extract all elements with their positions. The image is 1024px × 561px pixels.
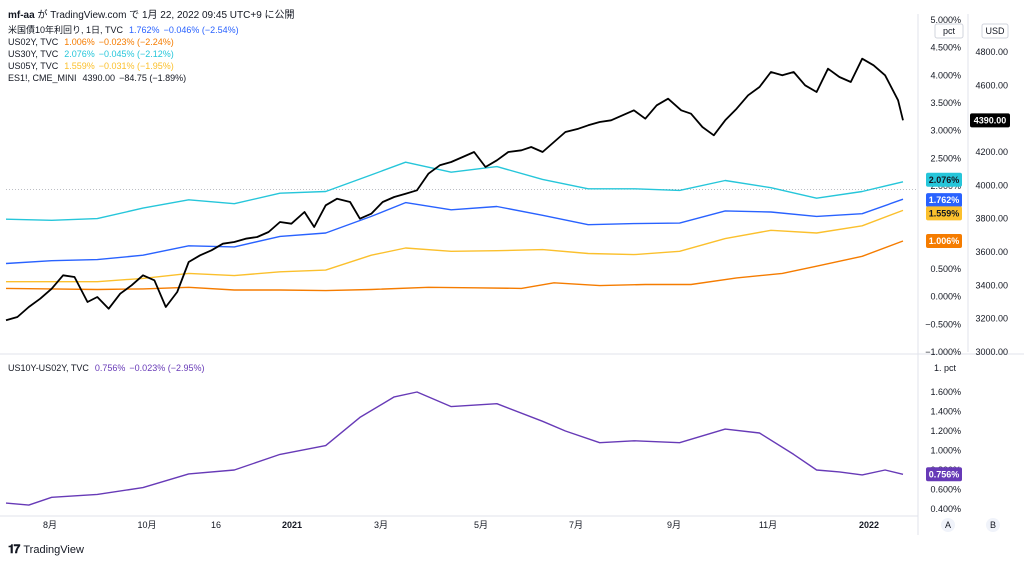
spread-tick-label: 0.400%: [930, 504, 961, 514]
time-tick-label: 2022: [859, 520, 879, 530]
legend-value: 1.762%: [129, 25, 160, 35]
us02y-price-tag: 1.006%: [929, 236, 960, 246]
legend-symbol: US05Y, TVC: [8, 61, 59, 71]
us05y-series-line: [6, 209, 904, 283]
legend-change: −0.031% (−1.95%): [98, 61, 174, 71]
legend-value: 2.076%: [64, 49, 95, 59]
legend-value: 1.006%: [64, 37, 95, 47]
us05y-price-tag: 1.559%: [929, 208, 960, 218]
us10y-price-tag-bg: [926, 193, 962, 208]
pct-unit-box: [934, 23, 964, 39]
footer-brand[interactable]: TradingView: [23, 543, 84, 556]
author-name[interactable]: mf-aa: [8, 10, 35, 21]
pct-tick-label: 5.000%: [930, 15, 961, 25]
us30y-price-tag: 2.076%: [929, 175, 960, 185]
legend-row[interactable]: US02Y, TVC 1.006% −0.023% (−2.24%): [8, 36, 174, 48]
pct-tick-label: 2.500%: [930, 153, 961, 163]
scale-button-label: A: [945, 520, 951, 530]
spread-tick-label: 1.600%: [930, 387, 961, 397]
legend-row[interactable]: US05Y, TVC 1.559% −0.031% (−1.95%): [8, 60, 174, 72]
spread-series-line: [5, 391, 904, 506]
us05y-price-tag-bg: [926, 206, 962, 221]
spread-tick-label: 1.000%: [930, 446, 961, 456]
publish-info: が TradingView.com で 1月 22, 2022 09:45 UT…: [37, 10, 295, 21]
es1-price-tag: 4390.00: [974, 115, 1007, 125]
pct-tick-label: 3.500%: [930, 98, 961, 108]
scale-button-b[interactable]: [986, 518, 1000, 532]
publish-header: mf-aa が TradingView.com で 1月 22, 2022 09…: [8, 6, 295, 21]
us30y-series-line: [5, 161, 904, 222]
spread-tick-label: 1.200%: [930, 426, 961, 436]
legend-change: −84.75 (−1.89%): [119, 73, 187, 83]
time-tick-label: 5月: [474, 520, 488, 530]
us10y-series-line: [5, 198, 904, 265]
legend-change: −0.023% (−2.24%): [98, 37, 174, 47]
time-tick-label: 7月: [569, 520, 583, 530]
tradingview-logo-icon[interactable]: 𝟏𝟕: [8, 542, 20, 556]
es1-series-line: [5, 57, 904, 322]
scale-button-a[interactable]: [941, 518, 955, 532]
pct-tick-label: 3.000%: [930, 126, 961, 136]
time-tick-label: 11月: [759, 520, 777, 530]
legend-row[interactable]: US10Y-US02Y, TVC 0.756% −0.023% (−2.95%): [8, 362, 204, 374]
usd-tick-label: 3400.00: [975, 280, 1008, 290]
spread-unit-label: 1. pct: [934, 363, 957, 373]
legend-value: 4390.00: [82, 73, 116, 83]
usd-tick-label: 3800.00: [975, 214, 1008, 224]
usd-tick-label: 3200.00: [975, 314, 1008, 324]
legend-symbol: ES1!, CME_MINI: [8, 73, 77, 83]
us02y-price-tag-bg: [926, 234, 962, 249]
legend-symbol: 米国債10年利回り, 1日, TVC: [8, 25, 124, 35]
us30y-price-tag-bg: [926, 172, 962, 187]
legend-change: −0.045% (−2.12%): [98, 49, 174, 59]
legend-row[interactable]: ES1!, CME_MINI 4390.00 −84.75 (−1.89%): [8, 72, 186, 84]
time-tick-label: 16: [211, 520, 221, 530]
footer: 𝟏𝟕 TradingView: [8, 542, 84, 557]
pct-tick-label: 0.500%: [930, 264, 961, 274]
pct-tick-label: 4.500%: [930, 43, 961, 53]
us02y-series-line: [5, 240, 904, 292]
scale-button-label: B: [990, 520, 996, 530]
usd-tick-label: 3600.00: [975, 247, 1008, 257]
pct-tick-label: 4.000%: [930, 70, 961, 80]
usd-unit-box: [981, 23, 1009, 39]
usd-tick-label: 3000.00: [975, 347, 1008, 357]
pct-tick-label: −1.000%: [925, 347, 961, 357]
legend-change: −0.023% (−2.95%): [129, 363, 205, 373]
usd-unit-label: USD: [985, 26, 1005, 36]
us10y-price-tag: 1.762%: [929, 195, 960, 205]
legend-value: 0.756%: [94, 363, 126, 373]
legend-change: −0.046% (−2.54%): [163, 25, 239, 35]
spread-tick-label: 0.600%: [930, 485, 961, 495]
es1-price-tag-bg: [970, 113, 1010, 128]
usd-tick-label: 4800.00: [975, 47, 1008, 57]
legend-row[interactable]: 米国債10年利回り, 1日, TVC 1.762% −0.046% (−2.54%): [8, 24, 239, 36]
legend-symbol: US30Y, TVC: [8, 49, 59, 59]
time-tick-label: 2021: [282, 520, 302, 530]
legend-row[interactable]: US30Y, TVC 2.076% −0.045% (−2.12%): [8, 48, 174, 60]
time-tick-label: 10月: [137, 520, 156, 530]
spread-price-tag: 0.756%: [929, 469, 960, 479]
pct-tick-label: −0.500%: [925, 319, 961, 329]
pct-tick-label: 0.000%: [930, 292, 961, 302]
legend-symbol: US02Y, TVC: [8, 37, 59, 47]
usd-tick-label: 4000.00: [975, 180, 1008, 190]
time-tick-label: 3月: [374, 520, 388, 530]
spread-price-tag-bg: [926, 467, 962, 482]
time-tick-label: 8月: [43, 520, 57, 530]
usd-tick-label: 4600.00: [975, 80, 1008, 90]
legend-symbol: US10Y-US02Y, TVC: [8, 363, 89, 373]
usd-tick-label: 4200.00: [975, 147, 1008, 157]
pct-unit-label: pct: [943, 26, 956, 36]
time-tick-label: 9月: [667, 520, 681, 530]
legend-value: 1.559%: [64, 61, 95, 71]
spread-tick-label: 1.400%: [930, 407, 961, 417]
